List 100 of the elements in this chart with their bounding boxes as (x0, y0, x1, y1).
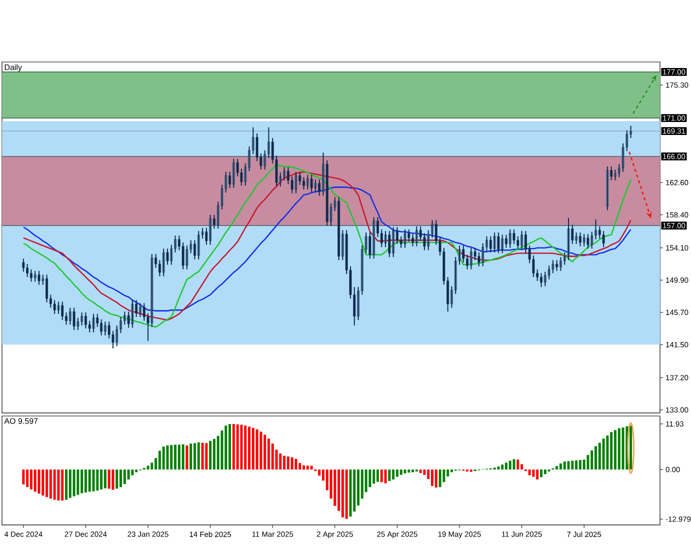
bar (286, 456, 290, 470)
bar (65, 470, 68, 500)
bar (244, 426, 247, 470)
bar (298, 463, 302, 470)
bar (516, 460, 520, 470)
bar (120, 470, 122, 488)
bar (182, 444, 184, 470)
candlestick (53, 300, 56, 314)
bar (135, 470, 138, 472)
candlestick (88, 320, 91, 333)
bar (630, 426, 632, 470)
bar (430, 470, 434, 486)
candlestick (548, 265, 550, 280)
bar (536, 470, 539, 480)
candlestick (57, 301, 60, 314)
bar (170, 445, 173, 470)
bar (53, 470, 56, 500)
bar (252, 428, 254, 470)
bar (72, 470, 76, 496)
candlestick (582, 234, 586, 247)
bar (209, 440, 212, 470)
bar (400, 470, 402, 475)
bar (197, 442, 200, 470)
bar (193, 443, 196, 470)
bar (212, 438, 216, 470)
bar (279, 453, 282, 470)
bar (30, 470, 32, 490)
bar (341, 470, 344, 518)
bar (610, 432, 613, 470)
bar (162, 446, 165, 470)
bar (578, 460, 582, 470)
bar (540, 470, 542, 478)
bar (80, 470, 84, 494)
bar (590, 450, 594, 470)
bar (283, 456, 286, 470)
bar (412, 470, 414, 472)
bar (512, 459, 516, 470)
bar (158, 450, 161, 470)
bar (408, 470, 410, 473)
bar (302, 465, 305, 470)
bar (224, 426, 228, 470)
bar (532, 470, 535, 477)
bar (504, 462, 508, 470)
bar (563, 462, 566, 470)
bar (68, 470, 72, 498)
bar (205, 443, 208, 470)
bar (146, 466, 150, 470)
bar (240, 424, 243, 470)
bar (508, 460, 512, 470)
bar (294, 458, 298, 470)
candlestick (314, 179, 317, 192)
bar (42, 470, 44, 496)
bar (594, 446, 597, 470)
bar (267, 438, 270, 470)
bar (575, 460, 578, 470)
chart-title: AO 9.597 (4, 418, 38, 424)
bar (404, 470, 406, 474)
bar (57, 470, 60, 501)
bar (190, 444, 192, 470)
bar (571, 460, 574, 470)
bar (290, 457, 294, 470)
bar (556, 466, 558, 470)
bar (372, 470, 376, 484)
bar (84, 470, 87, 492)
bar (501, 464, 504, 470)
bar (46, 470, 48, 498)
bar (384, 470, 387, 484)
bar (61, 470, 64, 501)
bar (349, 470, 352, 517)
bar (92, 470, 95, 492)
bar (528, 470, 531, 476)
bar (76, 470, 80, 495)
bar (388, 470, 391, 482)
bar (438, 470, 442, 488)
bar (174, 444, 177, 470)
bar (434, 470, 438, 488)
bar (264, 434, 266, 470)
bar (380, 470, 383, 482)
bar (256, 429, 258, 470)
bar (419, 470, 422, 473)
bar (497, 466, 500, 470)
bar (100, 470, 103, 490)
bar (166, 445, 169, 470)
bar (544, 470, 546, 474)
bar (49, 470, 52, 499)
chart-title: Daily (4, 64, 22, 72)
bar (260, 432, 262, 470)
bar (232, 424, 235, 470)
bar (618, 428, 620, 470)
bar (614, 430, 616, 470)
bar (26, 470, 29, 488)
bar (22, 470, 25, 484)
bar (112, 470, 114, 490)
bar (598, 442, 601, 470)
bar (606, 435, 609, 470)
bar (96, 470, 99, 491)
bar (602, 438, 605, 470)
bar (34, 470, 36, 492)
bar (88, 470, 91, 492)
bar (622, 427, 624, 470)
